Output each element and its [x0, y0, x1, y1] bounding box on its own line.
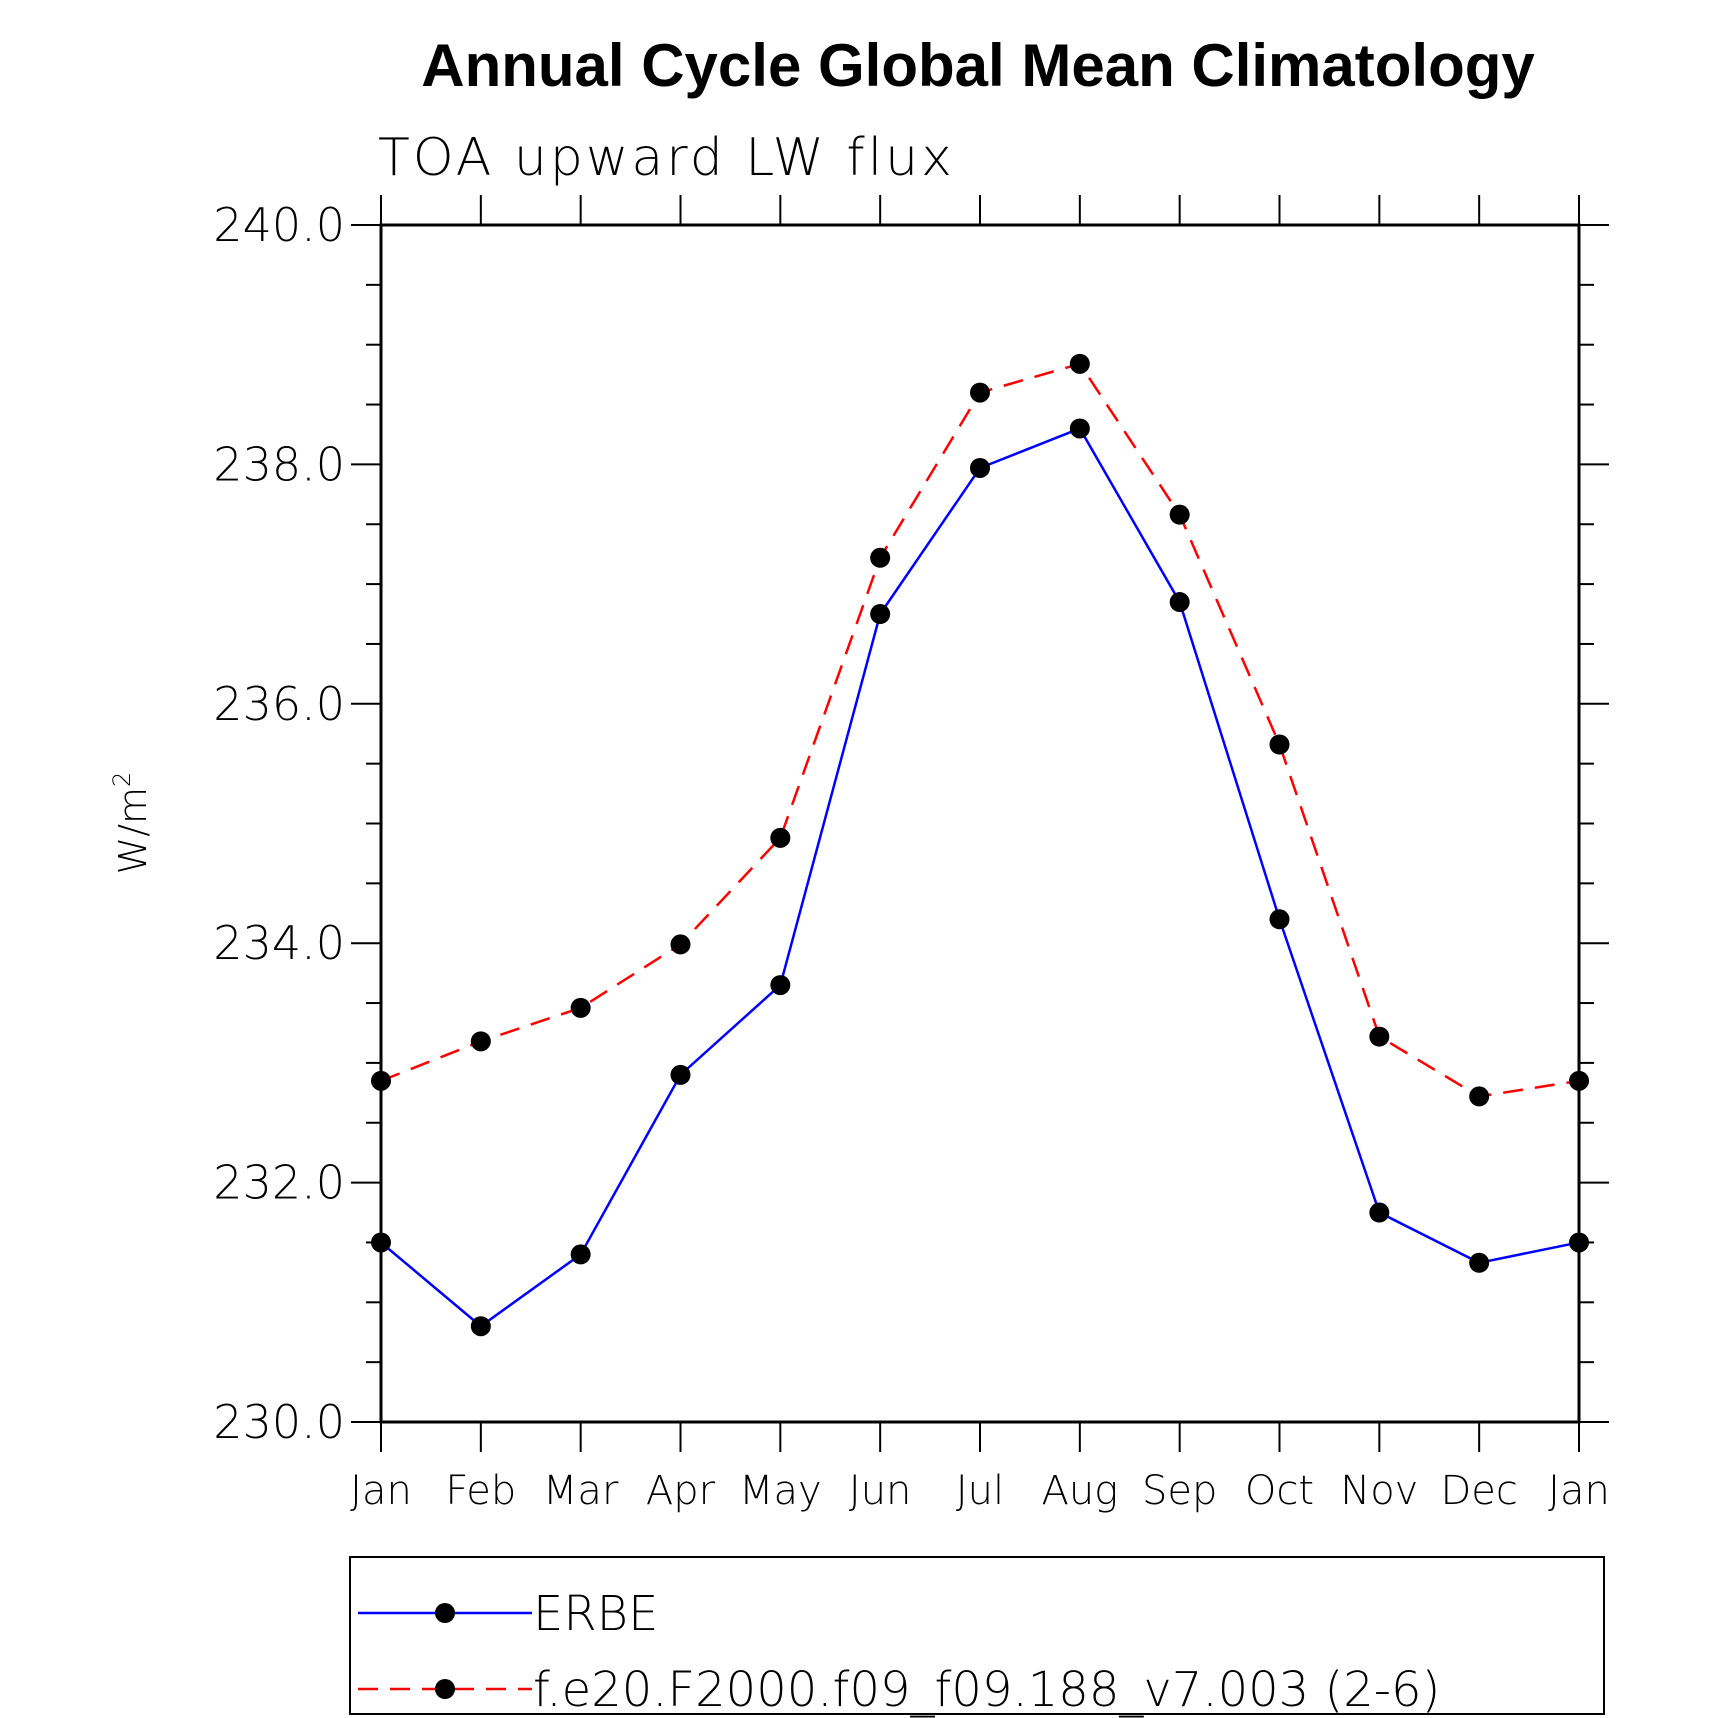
x-tick-label: Apr: [646, 1468, 716, 1514]
series-2-point: [1569, 1070, 1589, 1091]
axis-ticks: [351, 195, 1609, 1452]
x-tick-label: Aug: [1041, 1468, 1118, 1514]
legend-marker-2: [435, 1679, 455, 1699]
plot-area: 230.0 232.0 234.0 236.0 238.0 240.0 Jan Feb Mar…: [213, 195, 1610, 1514]
series-1-point: [570, 1244, 591, 1265]
y-axis-label: W/m2: [108, 772, 155, 875]
y-tick-label: 230.0: [213, 1395, 345, 1449]
series-1-point: [1469, 1252, 1490, 1273]
series-2-point: [970, 382, 990, 403]
series-layer: [371, 353, 1589, 1337]
series-1-point: [670, 1064, 691, 1085]
x-tick-label: Jul: [956, 1468, 1004, 1514]
legend-box: [349, 1556, 1605, 1715]
legend-label-2: f.e20.F2000.f09_f09.188_v7.003 (2-6): [533, 1662, 1440, 1718]
y-tick-label: 236.0: [213, 677, 345, 731]
y-tick-label: 232.0: [213, 1156, 345, 1210]
series-2-point: [670, 934, 691, 955]
series-2-point: [870, 547, 891, 568]
y-tick-label: 234.0: [213, 916, 345, 970]
series-2-point: [1269, 734, 1290, 755]
x-tick-label: Jan: [350, 1468, 412, 1514]
series-1-point: [1269, 909, 1290, 930]
y-tick-labels: 230.0 232.0 234.0 236.0 238.0 240.0: [213, 198, 345, 1449]
x-tick-labels: Jan Feb Mar Apr May Jun Jul Aug Sep Oct Nov Dec Jan: [350, 1468, 1610, 1514]
series-1-point: [371, 1232, 391, 1253]
x-tick-label: May: [739, 1468, 822, 1514]
series-1-point: [1069, 418, 1090, 439]
x-tick-label: Jan: [1548, 1468, 1610, 1514]
x-tick-label: Dec: [1440, 1468, 1517, 1514]
series-line-1: [380, 426, 1580, 1328]
y-tick-label: 238.0: [213, 437, 345, 491]
series-1-point: [970, 457, 990, 478]
series-2-point: [371, 1070, 391, 1091]
series-2-point: [770, 827, 791, 848]
series-2-point: [570, 997, 591, 1018]
series-1-point: [1369, 1202, 1390, 1223]
legend: ERBE f.e20.F2000.f09_f09.188_v7.003 (2-6): [349, 1556, 1605, 1718]
legend-label-1: ERBE: [533, 1586, 658, 1642]
x-tick-label: Feb: [445, 1468, 516, 1514]
x-tick-label: Nov: [1340, 1468, 1418, 1514]
chart-title: Annual Cycle Global Mean Climatology: [421, 32, 1535, 99]
series-2-point: [1169, 504, 1190, 525]
legend-marker-1: [435, 1603, 455, 1623]
series-1-point: [770, 975, 791, 996]
series-1-point: [470, 1316, 491, 1337]
y-tick-label: 240.0: [213, 198, 345, 252]
x-tick-label: Oct: [1245, 1468, 1314, 1514]
chart-subtitle: TOA upward LW flux: [378, 128, 955, 188]
x-tick-label: Sep: [1142, 1468, 1217, 1514]
series-2-point: [1469, 1086, 1490, 1107]
series-2-point: [1369, 1026, 1390, 1047]
series-1-point: [1169, 592, 1190, 613]
series-1-point: [1569, 1232, 1589, 1253]
x-tick-label: Mar: [543, 1468, 619, 1514]
x-tick-label: Jun: [849, 1468, 912, 1514]
plot-frame: [379, 223, 1581, 1424]
series-2-point: [470, 1031, 491, 1052]
series-2-point: [1069, 353, 1090, 374]
series-1-point: [870, 604, 891, 625]
